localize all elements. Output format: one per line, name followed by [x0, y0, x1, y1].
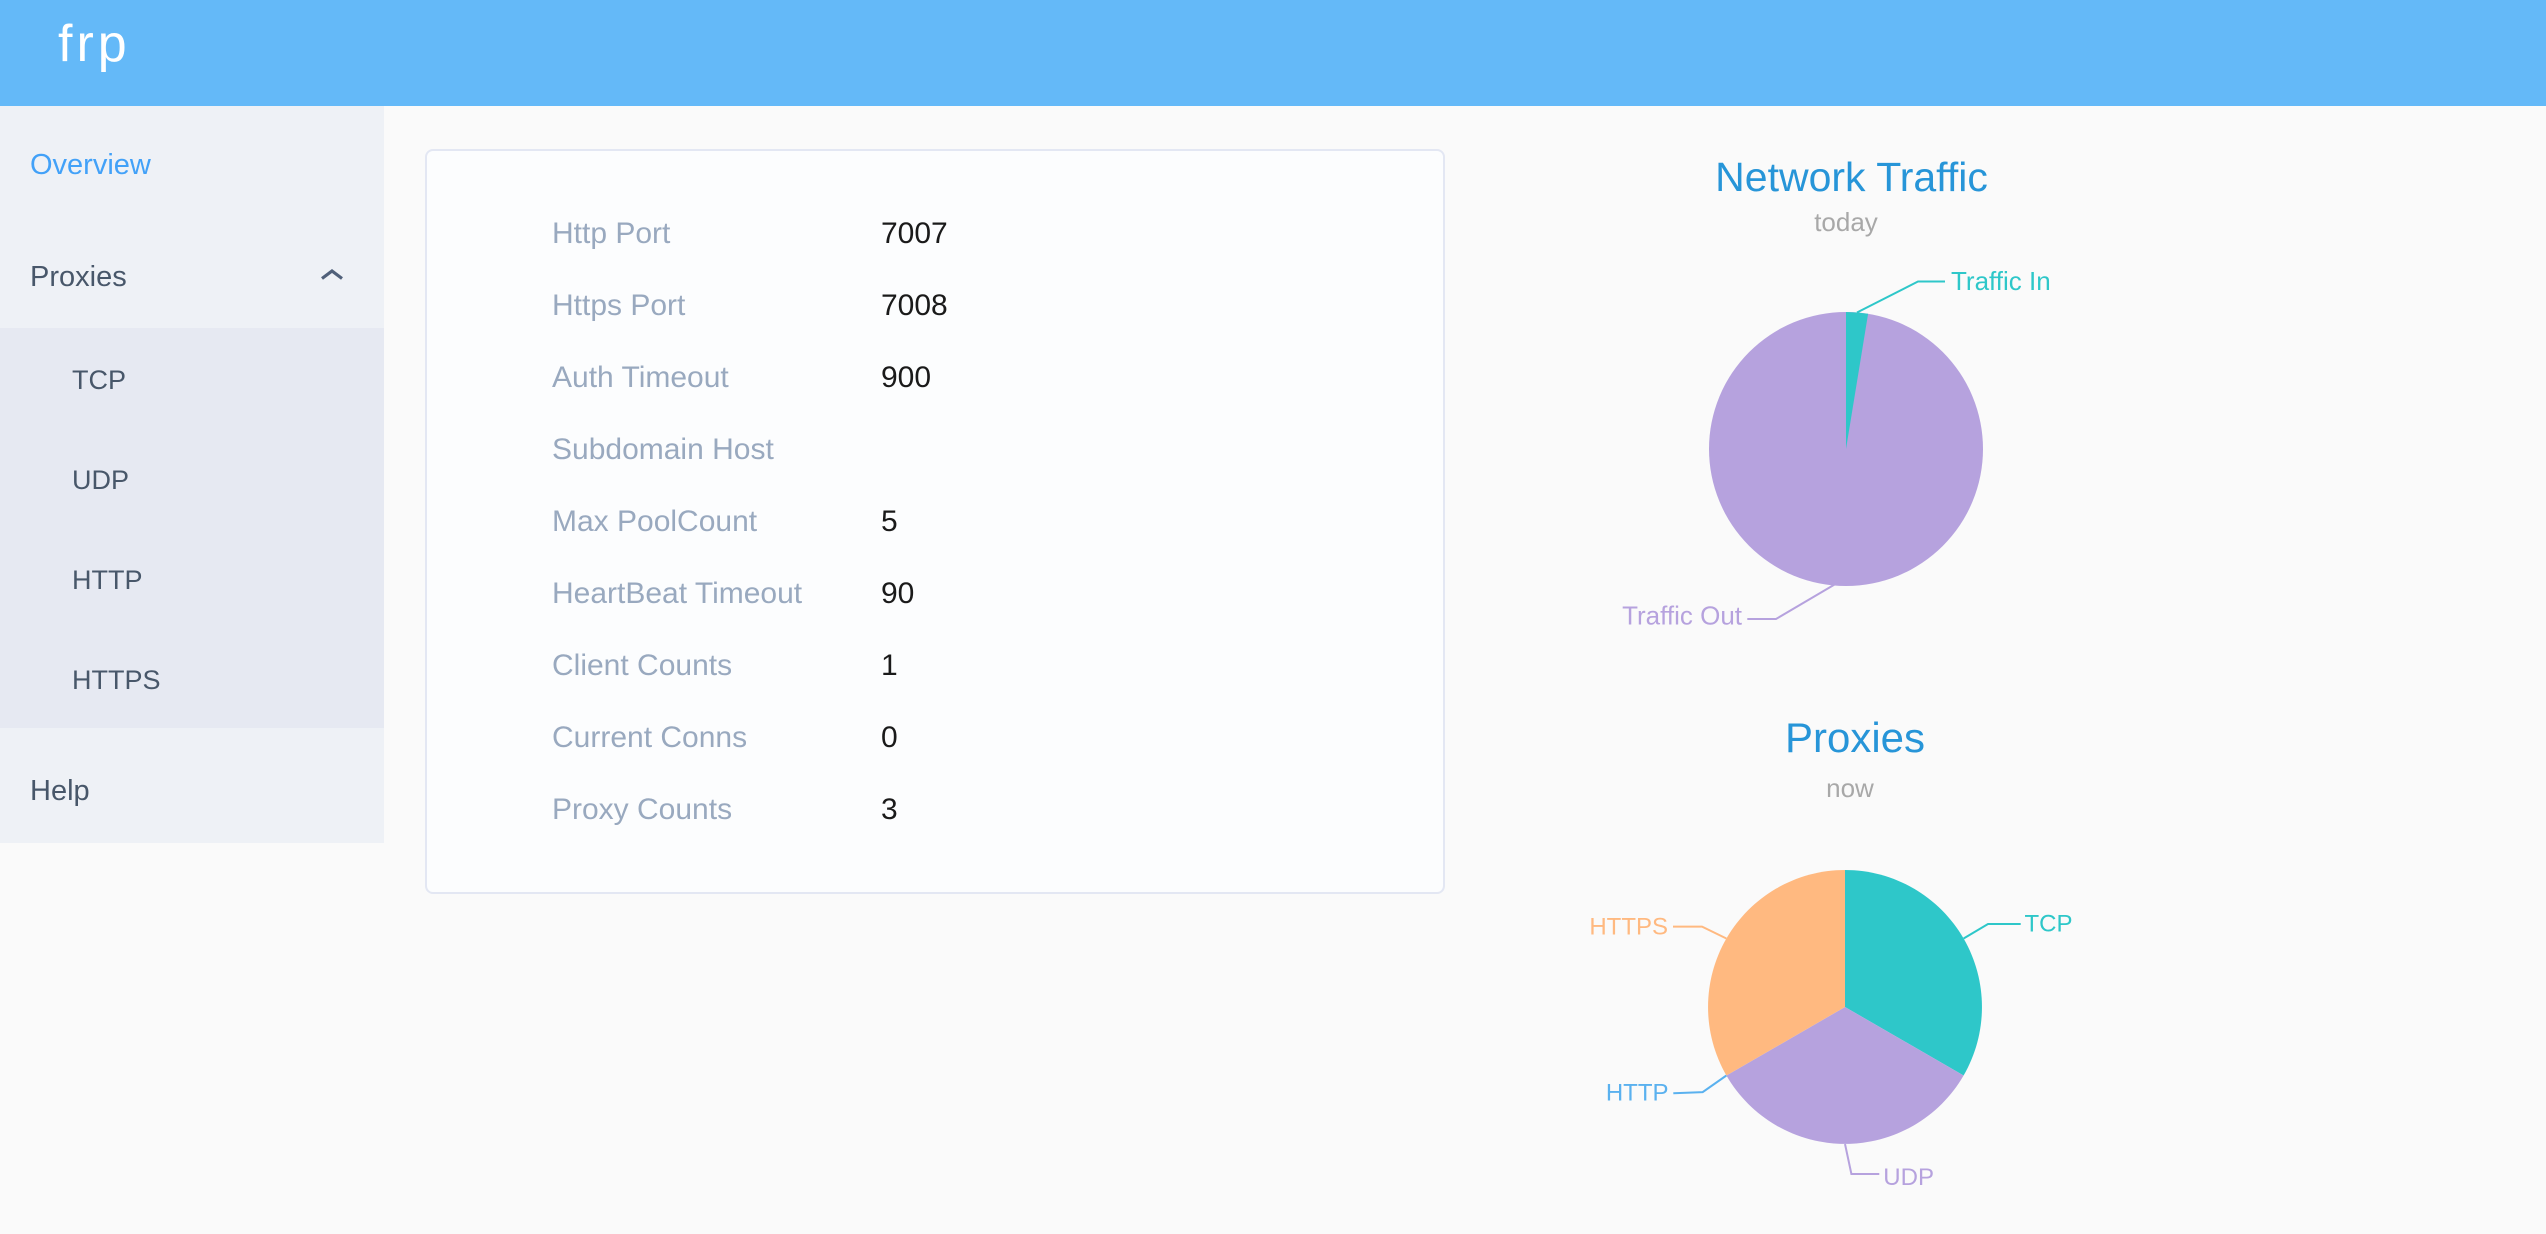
svg-text:Proxies: Proxies	[1785, 714, 1925, 761]
svg-text:now: now	[1826, 773, 1874, 803]
svg-text:HTTPS: HTTPS	[1589, 914, 1668, 941]
svg-text:Traffic Out: Traffic Out	[1622, 601, 1743, 631]
svg-text:Traffic In: Traffic In	[1951, 266, 2051, 296]
svg-text:HTTP: HTTP	[1606, 1079, 1669, 1106]
svg-text:UDP: UDP	[1883, 1164, 1934, 1191]
svg-text:TCP: TCP	[2025, 911, 2073, 938]
svg-text:Network Traffic: Network Traffic	[1715, 154, 1988, 200]
svg-text:today: today	[1814, 207, 1878, 237]
